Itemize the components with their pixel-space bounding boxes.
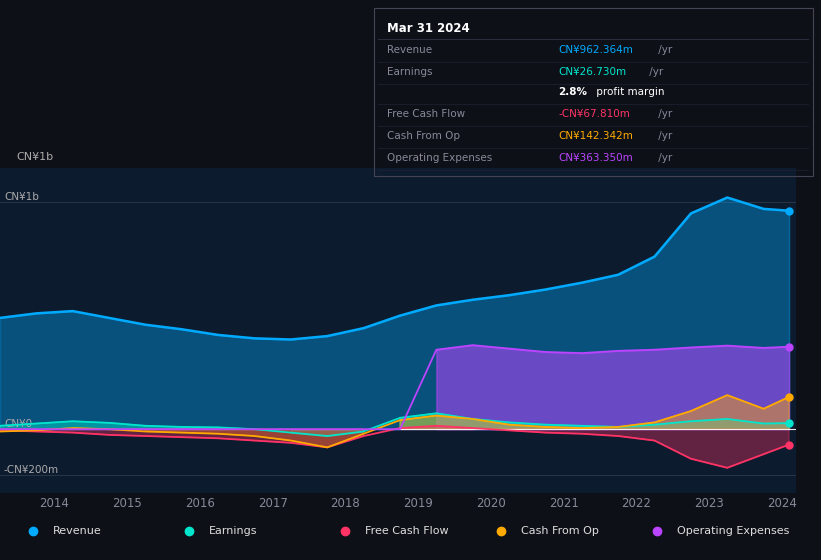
Text: /yr: /yr (654, 131, 672, 141)
Text: CN¥1b: CN¥1b (4, 192, 39, 202)
Text: /yr: /yr (646, 67, 663, 77)
Text: Cash From Op: Cash From Op (387, 131, 460, 141)
Text: CN¥0: CN¥0 (4, 419, 32, 429)
Text: -CN¥67.810m: -CN¥67.810m (558, 109, 630, 119)
Text: -CN¥200m: -CN¥200m (4, 465, 59, 475)
Text: /yr: /yr (654, 109, 672, 119)
Text: CN¥962.364m: CN¥962.364m (558, 45, 633, 55)
Text: Revenue: Revenue (387, 45, 432, 55)
Text: Free Cash Flow: Free Cash Flow (387, 109, 465, 119)
Text: Cash From Op: Cash From Op (521, 526, 599, 536)
Text: Free Cash Flow: Free Cash Flow (365, 526, 449, 536)
Text: /yr: /yr (654, 45, 672, 55)
Text: CN¥363.350m: CN¥363.350m (558, 153, 633, 163)
Text: CN¥1b: CN¥1b (16, 152, 53, 162)
Text: profit margin: profit margin (594, 87, 665, 97)
Text: Mar 31 2024: Mar 31 2024 (387, 22, 470, 35)
Text: CN¥142.342m: CN¥142.342m (558, 131, 633, 141)
Text: Earnings: Earnings (387, 67, 432, 77)
Text: Operating Expenses: Operating Expenses (677, 526, 790, 536)
Text: 2.8%: 2.8% (558, 87, 587, 97)
Text: /yr: /yr (654, 153, 672, 163)
Text: Revenue: Revenue (53, 526, 102, 536)
Text: Earnings: Earnings (209, 526, 258, 536)
Text: CN¥26.730m: CN¥26.730m (558, 67, 626, 77)
Text: Operating Expenses: Operating Expenses (387, 153, 492, 163)
